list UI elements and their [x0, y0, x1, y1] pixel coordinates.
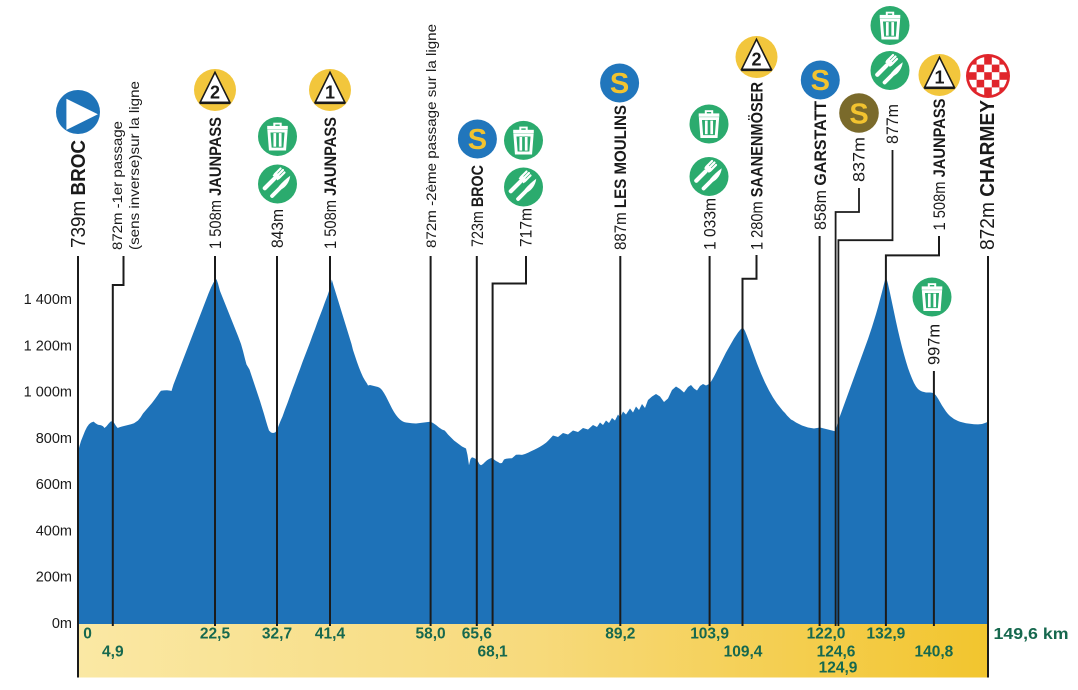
- svg-text:0: 0: [83, 626, 92, 643]
- svg-text:872m -1er passage: 872m -1er passage: [109, 121, 125, 250]
- svg-text:997m: 997m: [925, 324, 944, 365]
- svg-text:800m: 800m: [36, 431, 72, 447]
- svg-text:0m: 0m: [52, 616, 72, 632]
- svg-text:124,9: 124,9: [819, 660, 858, 677]
- svg-text:132,9: 132,9: [867, 626, 906, 643]
- svg-text:58,0: 58,0: [416, 626, 446, 643]
- svg-text:877m: 877m: [883, 104, 902, 144]
- svg-text:22,5: 22,5: [200, 626, 231, 643]
- svg-text:872m CHARMEY: 872m CHARMEY: [977, 99, 999, 250]
- svg-text:68,1: 68,1: [478, 644, 509, 661]
- svg-text:140,8: 140,8: [915, 644, 954, 661]
- svg-text:1 400m: 1 400m: [24, 292, 72, 308]
- svg-text:1 280m SAANENMÖSER: 1 280m SAANENMÖSER: [748, 82, 767, 250]
- svg-text:1 000m: 1 000m: [24, 385, 72, 401]
- svg-text:4,9: 4,9: [102, 644, 124, 661]
- svg-text:887m LES MOULINS: 887m LES MOULINS: [611, 105, 630, 250]
- svg-text:1 508m JAUNPASS: 1 508m JAUNPASS: [930, 99, 949, 231]
- svg-text:1 033m: 1 033m: [701, 198, 720, 250]
- svg-text:400m: 400m: [36, 524, 72, 540]
- svg-text:843m: 843m: [268, 209, 287, 248]
- svg-text:600m: 600m: [36, 477, 72, 493]
- svg-text:1 508m JAUNPASS: 1 508m JAUNPASS: [206, 117, 225, 249]
- svg-text:41,4: 41,4: [315, 626, 346, 643]
- svg-text:65,6: 65,6: [462, 626, 493, 643]
- svg-text:739m BROC: 739m BROC: [68, 140, 90, 248]
- svg-text:837m: 837m: [850, 137, 869, 182]
- svg-text:89,2: 89,2: [605, 626, 635, 643]
- svg-text:149,6 km: 149,6 km: [994, 626, 1069, 643]
- svg-text:723m BROC: 723m BROC: [468, 165, 487, 247]
- svg-text:124,6: 124,6: [817, 644, 856, 661]
- svg-text:200m: 200m: [36, 570, 72, 586]
- svg-text:1 200m: 1 200m: [24, 338, 72, 354]
- svg-text:1 508m JAUNPASS: 1 508m JAUNPASS: [321, 117, 340, 249]
- svg-text:717m: 717m: [517, 208, 536, 247]
- svg-text:109,4: 109,4: [724, 644, 763, 661]
- svg-text:872m -2ème passage sur la lign: 872m -2ème passage sur la ligne: [423, 24, 439, 248]
- svg-text:(sens inverse)sur la ligne: (sens inverse)sur la ligne: [126, 81, 142, 250]
- svg-text:122,0: 122,0: [807, 626, 846, 643]
- svg-text:32,7: 32,7: [262, 626, 292, 643]
- svg-text:858m GARSTATT: 858m GARSTATT: [811, 100, 830, 230]
- svg-text:103,9: 103,9: [690, 626, 729, 643]
